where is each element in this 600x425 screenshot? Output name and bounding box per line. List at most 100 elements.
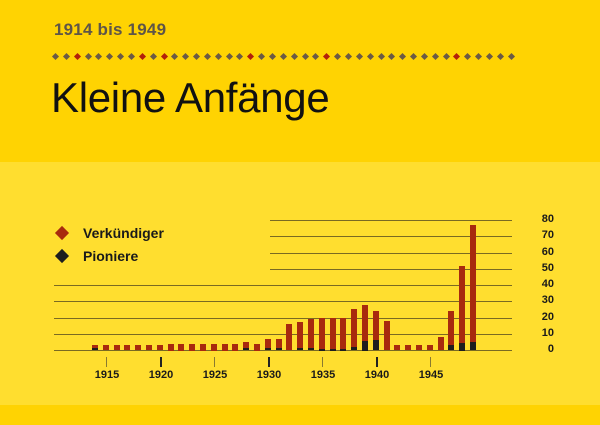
bar-1922 [178,344,184,351]
bar-segment-verkuendiger [362,305,368,351]
x-axis-label: 1940 [364,369,390,381]
bar-1921 [168,344,174,351]
bar-segment-verkuendiger [351,309,357,350]
gridline-30 [54,301,512,302]
bar-segment-pioniere [276,348,282,350]
bar-segment-verkuendiger [319,318,325,351]
x-axis-label: 1930 [256,369,282,381]
bar-segment-verkuendiger [427,345,433,350]
bar-segment-verkuendiger [114,345,120,350]
bar-1937 [340,318,346,351]
bar-segment-pioniere [470,342,476,350]
x-axis-label: 1915 [94,369,120,381]
gridline-40 [54,285,512,286]
bar-1943 [405,345,411,350]
bar-1931 [276,339,282,350]
x-tick [214,357,215,367]
gridline-60 [270,253,512,254]
header-background [0,0,600,162]
bar-segment-pioniere [319,349,325,351]
gridline-70 [270,236,512,237]
gridline-50 [270,269,512,270]
bar-1949 [470,225,476,350]
bar-1919 [146,345,152,350]
bar-segment-pioniere [265,348,271,350]
bar-1925 [211,344,217,351]
bar-segment-pioniere [243,348,249,350]
bar-segment-verkuendiger [416,345,422,350]
period-subtitle: 1914 bis 1949 [54,20,167,39]
bar-1946 [438,337,444,350]
x-tick [160,357,162,367]
bar-segment-verkuendiger [200,344,206,351]
footer-background [0,405,600,425]
legend-label: Verkündiger [83,225,164,241]
bar-segment-verkuendiger [146,345,152,350]
y-axis-label: 50 [541,262,554,274]
legend-item-pioniere: Pioniere [54,245,164,267]
bar-segment-verkuendiger [308,319,314,350]
bar-segment-verkuendiger [135,345,141,350]
y-axis-label: 20 [541,311,554,323]
bar-1929 [254,344,260,351]
bar-1939 [362,305,368,351]
bar-1934 [308,319,314,350]
gridline-20 [54,318,512,319]
bar-1914 [92,345,98,350]
bar-segment-verkuendiger [276,339,282,350]
y-axis-label: 60 [541,246,554,258]
x-axis-label: 1925 [202,369,228,381]
bar-segment-verkuendiger [330,318,336,351]
bar-segment-verkuendiger [438,337,444,350]
bar-segment-pioniere [308,348,314,350]
bar-segment-verkuendiger [92,345,98,350]
bar-segment-verkuendiger [470,225,476,350]
bar-segment-pioniere [330,349,336,351]
bar-segment-verkuendiger [384,321,390,350]
page-title: Kleine Anfänge [51,74,330,121]
bar-1917 [124,345,130,350]
bar-segment-verkuendiger [448,311,454,350]
x-axis-label: 1945 [418,369,444,381]
bar-1948 [459,266,465,351]
bar-1933 [297,322,303,350]
bar-1930 [265,339,271,350]
x-tick [430,357,431,367]
bar-segment-verkuendiger [373,311,379,350]
bar-segment-pioniere [340,349,346,351]
bar-segment-verkuendiger [297,322,303,350]
y-axis-label: 30 [541,294,554,306]
y-axis-label: 70 [541,229,554,241]
bar-1926 [222,344,228,351]
y-axis-label: 80 [541,213,554,225]
gridline-10 [54,334,512,335]
bar-segment-verkuendiger [340,318,346,351]
bar-1923 [189,344,195,351]
y-axis-label: 40 [541,278,554,290]
bar-1920 [157,345,163,350]
bar-segment-verkuendiger [459,266,465,351]
x-tick [322,357,323,367]
bar-segment-verkuendiger [254,344,260,351]
bar-1945 [427,345,433,350]
bar-1927 [232,344,238,351]
chart-legend: Verkündiger Pioniere [54,222,164,268]
bar-segment-pioniere [448,345,454,350]
x-axis-label: 1935 [310,369,336,381]
bar-segment-pioniere [459,343,465,351]
gridline-0 [54,350,512,351]
bar-segment-verkuendiger [265,339,271,350]
bar-segment-pioniere [373,340,379,350]
bar-1915 [103,345,109,350]
bar-1935 [319,318,325,351]
bar-segment-verkuendiger [286,324,292,350]
bar-1936 [330,318,336,351]
x-tick [106,357,107,367]
bar-1918 [135,345,141,350]
bar-segment-pioniere [351,347,357,350]
bar-1942 [394,345,400,350]
bar-segment-verkuendiger [189,344,195,351]
bar-segment-verkuendiger [394,345,400,350]
bar-1944 [416,345,422,350]
